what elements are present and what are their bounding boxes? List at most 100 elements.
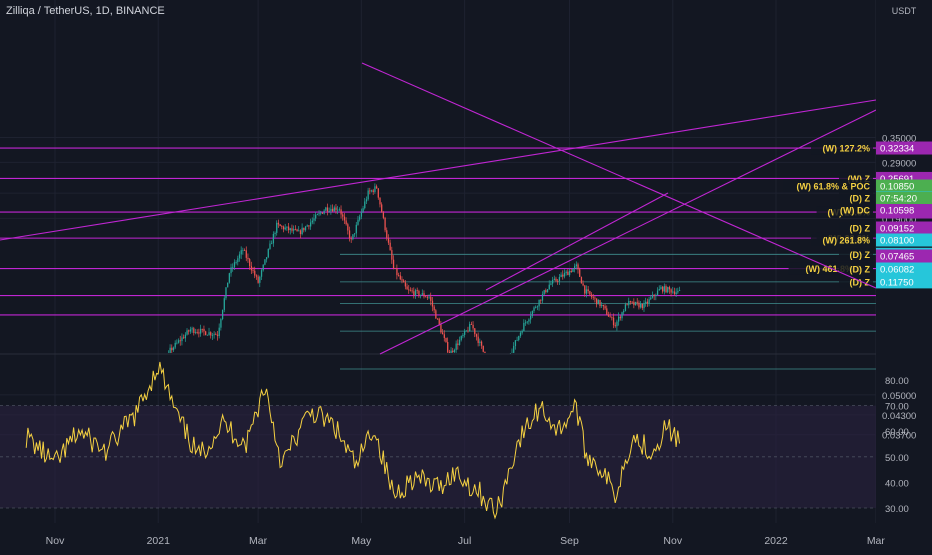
candle-body: [577, 264, 578, 269]
candle-body: [413, 291, 414, 295]
candle-body: [339, 209, 340, 210]
candle-body: [589, 291, 590, 294]
candle-body: [298, 230, 299, 231]
candle-body: [571, 271, 572, 272]
candle-body: [552, 280, 553, 284]
candle-body: [625, 304, 626, 311]
candle-body: [420, 295, 421, 296]
candle-body: [554, 279, 555, 280]
candle-body: [579, 269, 580, 277]
candle-body: [344, 217, 345, 221]
candle-body: [410, 290, 411, 291]
candle-body: [540, 300, 541, 301]
candle-body: [386, 230, 387, 238]
candle-body: [535, 307, 536, 308]
candle-body: [650, 298, 651, 300]
countdown-value: 07:54:20: [880, 194, 917, 205]
candle-body: [175, 343, 176, 348]
candle-body: [559, 277, 560, 281]
price-tick-label: 0.29000: [882, 158, 916, 169]
level-label: (W) 61.8% & POC: [796, 182, 870, 192]
price-axis[interactable]: USDT0.350000.290000.230000.190000.050000…: [876, 0, 932, 550]
candle-body: [654, 295, 655, 296]
candle-body: [373, 190, 374, 192]
candle-body: [613, 318, 614, 326]
candle-body: [234, 262, 235, 267]
candle-body: [432, 301, 433, 307]
candle-body: [290, 228, 291, 230]
candle-body: [322, 213, 323, 214]
candle-body: [610, 317, 611, 318]
time-tick-label: 2022: [764, 535, 788, 547]
candle-body: [308, 225, 309, 226]
candle-body: [527, 322, 528, 323]
candle-body: [185, 335, 186, 339]
candle-body: [603, 305, 604, 306]
candle-body: [312, 221, 313, 223]
candle-body: [435, 310, 436, 318]
candle-body: [349, 230, 350, 238]
candle-body: [422, 293, 423, 295]
candle-body: [203, 329, 204, 331]
candle-body: [219, 328, 220, 336]
candle-body: [604, 306, 605, 308]
candle-body: [246, 250, 247, 257]
candle-body: [576, 264, 577, 266]
candle-body: [528, 319, 529, 321]
candle-body: [638, 303, 639, 308]
candle-body: [383, 212, 384, 218]
candle-body: [442, 332, 443, 334]
candle-body: [645, 302, 646, 304]
candle-body: [241, 250, 242, 254]
candle-body: [582, 283, 583, 285]
candle-body: [464, 331, 465, 335]
candle-body: [193, 328, 194, 333]
candle-body: [191, 328, 192, 329]
candle-body: [276, 223, 277, 233]
time-tick-label: Nov: [663, 535, 682, 547]
candle-body: [346, 220, 347, 224]
candle-body: [640, 304, 641, 308]
candle-body: [660, 287, 661, 289]
candle-body: [315, 215, 316, 219]
candle-body: [283, 227, 284, 230]
candle-body: [332, 209, 333, 211]
rsi-tick-label: 60.00: [885, 427, 909, 438]
candle-body: [484, 352, 485, 353]
candle-body: [235, 262, 236, 263]
candle-body: [469, 324, 470, 331]
candle-body: [244, 250, 245, 251]
candle-body: [208, 332, 209, 335]
candle-body: [616, 322, 617, 327]
candle-body: [330, 209, 331, 211]
time-tick-label: 2021: [147, 535, 171, 547]
candle-body: [471, 324, 472, 325]
candle-body: [478, 337, 479, 343]
candle-body: [230, 267, 231, 273]
candle-body: [664, 286, 665, 291]
candle-body: [606, 308, 607, 314]
candle-body: [286, 227, 287, 228]
candle-body: [207, 335, 208, 336]
candle-body: [318, 213, 319, 214]
candle-body: [200, 329, 201, 334]
candle-body: [479, 342, 480, 343]
candle-body: [676, 292, 677, 294]
candle-body: [440, 325, 441, 333]
candle-body: [305, 227, 306, 231]
level-price-value: 0.10850: [880, 182, 914, 193]
candle-body: [417, 290, 418, 291]
level-label: (D) Z: [850, 224, 871, 234]
axis-currency-label: USDT: [892, 6, 917, 16]
candle-body: [637, 302, 638, 303]
candle-body: [655, 295, 656, 296]
candle-body: [197, 332, 198, 333]
candle-body: [347, 224, 348, 230]
candle-body: [169, 348, 170, 353]
candle-body: [195, 332, 196, 333]
candle-body: [183, 337, 184, 338]
candle-body: [269, 244, 270, 249]
candle-body: [369, 190, 370, 191]
candle-body: [390, 243, 391, 250]
